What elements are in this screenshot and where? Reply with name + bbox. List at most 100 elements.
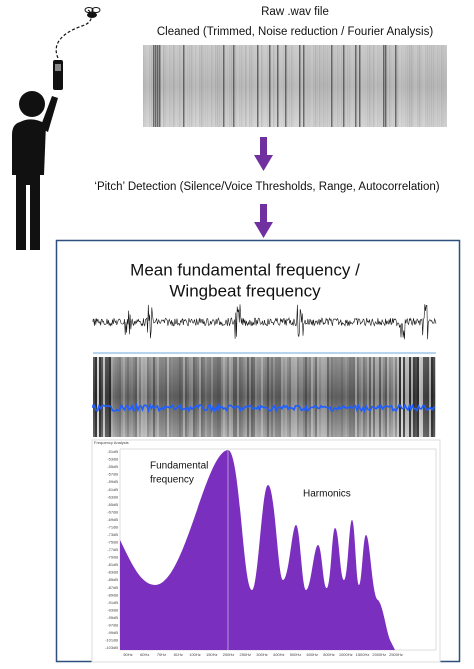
- stripe: [337, 357, 339, 437]
- stripe: [327, 357, 329, 437]
- stripe: [221, 357, 223, 437]
- stripe: [143, 45, 145, 127]
- stripe: [433, 45, 435, 127]
- stripe: [149, 357, 151, 437]
- stripe: [283, 357, 285, 437]
- stripe: [395, 357, 397, 437]
- spectrogram-stripes: [93, 357, 437, 437]
- stripe: [375, 357, 377, 437]
- stripe: [133, 357, 135, 437]
- stripe: [241, 357, 243, 437]
- stripe: [341, 45, 343, 127]
- stripe: [219, 45, 221, 127]
- stripe: [315, 45, 317, 127]
- stripe: [281, 45, 283, 127]
- stripe: [393, 45, 395, 127]
- stripe: [185, 45, 187, 127]
- stripe: [387, 45, 389, 127]
- y-tick-label: -93dB: [107, 607, 118, 612]
- stripe: [107, 357, 109, 437]
- stripe: [273, 45, 275, 127]
- stripe: [377, 357, 379, 437]
- stripe: [341, 357, 343, 437]
- stripe: [429, 357, 431, 437]
- stripe: [373, 45, 375, 127]
- stripe: [143, 357, 145, 437]
- stripe: [157, 45, 159, 127]
- stripe: [125, 357, 127, 437]
- stripe: [117, 357, 119, 437]
- stripe: [271, 357, 273, 437]
- panel-title: Frequency Analysis: [94, 440, 129, 445]
- stripe: [193, 45, 195, 127]
- stripe: [277, 45, 279, 127]
- stripe: [417, 45, 419, 127]
- stripe: [325, 45, 327, 127]
- stripe: [411, 45, 413, 127]
- stripe: [205, 357, 207, 437]
- stripe: [203, 357, 205, 437]
- stripe: [181, 357, 183, 437]
- stripe: [357, 357, 359, 437]
- stripe: [265, 45, 267, 127]
- stripe: [171, 357, 173, 437]
- cleaned-label: Cleaned (Trimmed, Noise reduction / Four…: [157, 26, 433, 38]
- stripe: [225, 45, 227, 127]
- stripe: [301, 357, 303, 437]
- x-tick-label: 800Hz: [323, 652, 335, 657]
- y-tick-label: -61dB: [107, 487, 118, 492]
- stripe: [191, 45, 193, 127]
- stripe: [381, 45, 383, 127]
- stripe: [425, 45, 427, 127]
- stripe: [259, 45, 261, 127]
- stripe: [151, 357, 153, 437]
- stripe: [257, 357, 259, 437]
- stripe: [167, 45, 169, 127]
- stripe: [409, 45, 411, 127]
- stripe: [405, 45, 407, 127]
- stripe: [389, 357, 391, 437]
- y-tick-label: -53dB: [107, 457, 118, 462]
- stripe: [313, 357, 315, 437]
- stripe: [423, 357, 425, 437]
- stripe: [395, 45, 397, 127]
- stripe: [345, 357, 347, 437]
- stripe: [199, 45, 201, 127]
- stripe: [351, 357, 353, 437]
- y-tick-label: -99dB: [107, 630, 118, 635]
- stripe: [317, 45, 319, 127]
- stripe: [347, 357, 349, 437]
- stripe: [329, 357, 331, 437]
- stripe: [189, 357, 191, 437]
- stripe: [183, 357, 185, 437]
- stripe: [243, 357, 245, 437]
- stripe: [437, 45, 439, 127]
- stripe: [209, 45, 211, 127]
- stripe: [289, 357, 291, 437]
- stripe: [255, 357, 257, 437]
- stripe: [375, 45, 377, 127]
- stripe: [201, 357, 203, 437]
- stripe: [345, 45, 347, 127]
- y-tick-label: -55dB: [107, 464, 118, 469]
- stripe: [285, 45, 287, 127]
- stripe: [329, 45, 331, 127]
- stripe: [357, 45, 359, 127]
- stripe: [249, 45, 251, 127]
- stripe: [327, 45, 329, 127]
- stripe: [243, 45, 245, 127]
- x-tick-label: 1500Hz: [356, 652, 370, 657]
- stripe: [287, 357, 289, 437]
- stripe: [297, 357, 299, 437]
- stripe: [419, 357, 421, 437]
- stripe: [373, 357, 375, 437]
- stripe: [325, 357, 327, 437]
- stripe: [419, 45, 421, 127]
- arrow: [254, 137, 273, 171]
- stripe: [309, 357, 311, 437]
- stripe: [307, 45, 309, 127]
- stripe: [301, 45, 303, 127]
- stripe: [111, 357, 113, 437]
- x-tick-label: 300Hz: [256, 652, 268, 657]
- y-tick-label: -101dB: [105, 638, 118, 643]
